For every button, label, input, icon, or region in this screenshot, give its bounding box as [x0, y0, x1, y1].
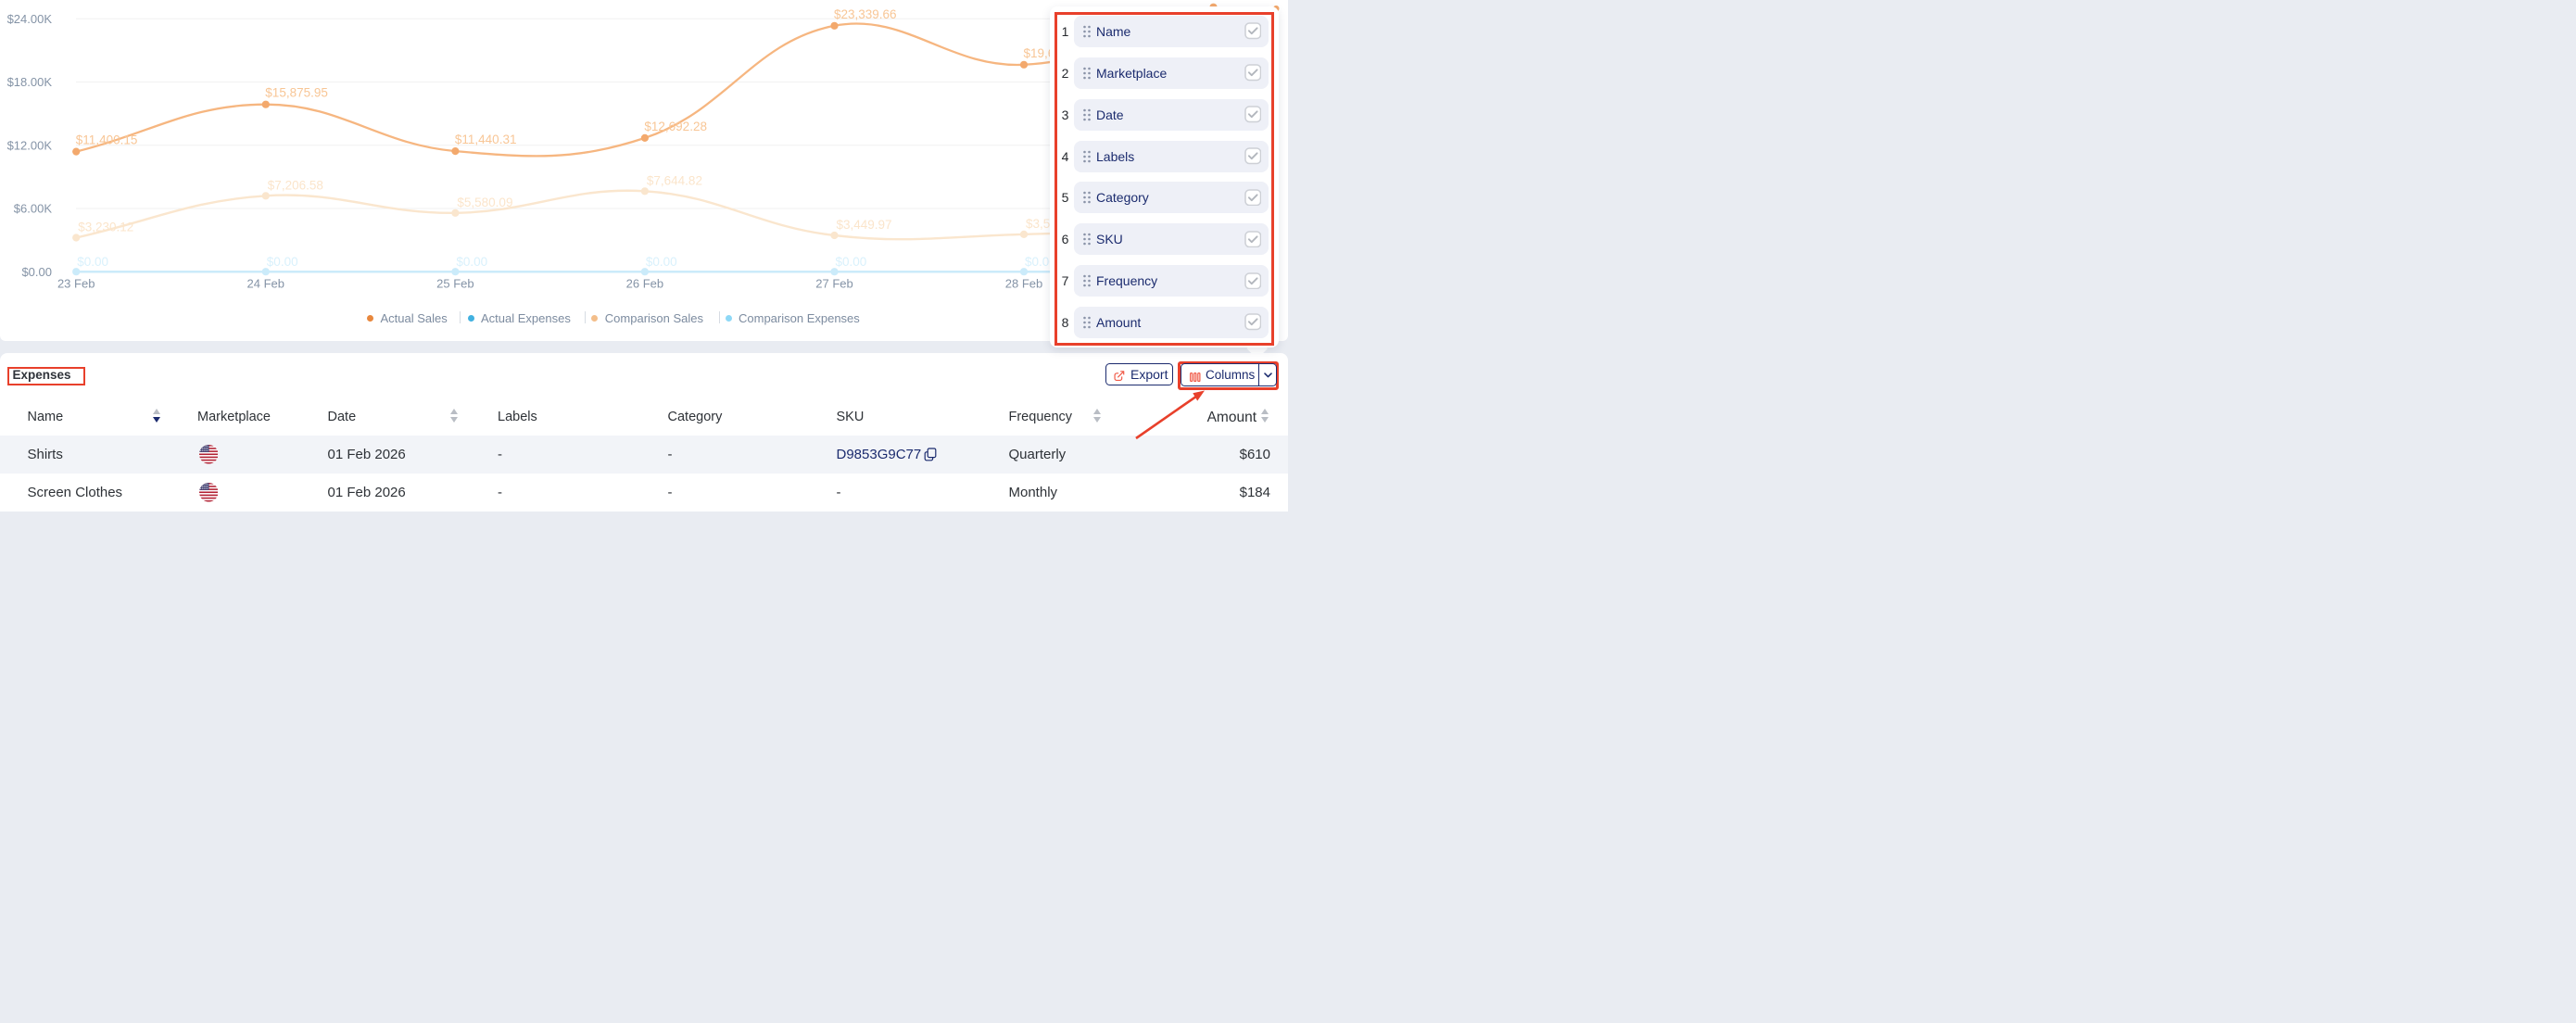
- svg-text:$0.00: $0.00: [21, 265, 52, 279]
- svg-text:$0.00: $0.00: [77, 255, 108, 269]
- svg-text:$6.00K: $6.00K: [14, 202, 53, 216]
- svg-text:$11,440.31: $11,440.31: [455, 133, 517, 146]
- svg-text:$18.00K: $18.00K: [7, 75, 53, 89]
- svg-text:$0.00: $0.00: [456, 255, 487, 269]
- svg-text:27 Feb: 27 Feb: [815, 277, 852, 291]
- svg-text:$15,875.95: $15,875.95: [265, 86, 328, 100]
- svg-text:28 Feb: 28 Feb: [1005, 277, 1042, 291]
- svg-text:$7,206.58: $7,206.58: [268, 178, 323, 192]
- svg-text:$0.00: $0.00: [836, 255, 867, 269]
- svg-text:24 Feb: 24 Feb: [247, 277, 284, 291]
- svg-text:$23,339.66: $23,339.66: [834, 7, 897, 21]
- svg-text:$0.00: $0.00: [646, 255, 677, 269]
- svg-text:$11,400.15: $11,400.15: [76, 133, 138, 147]
- svg-text:$3,449.97: $3,449.97: [837, 218, 892, 232]
- svg-text:25 Feb: 25 Feb: [436, 277, 474, 291]
- svg-text:$12.00K: $12.00K: [7, 138, 53, 152]
- svg-text:$12,692.28: $12,692.28: [644, 120, 707, 133]
- svg-text:$0.00: $0.00: [267, 255, 298, 269]
- svg-text:26 Feb: 26 Feb: [626, 277, 663, 291]
- svg-text:$5,580.09: $5,580.09: [457, 196, 512, 209]
- svg-text:$7,644.82: $7,644.82: [647, 173, 702, 187]
- svg-text:23 Feb: 23 Feb: [57, 277, 95, 291]
- svg-text:$0.00: $0.00: [1025, 255, 1056, 269]
- svg-text:$24.00K: $24.00K: [7, 12, 53, 26]
- svg-text:$3,230.12: $3,230.12: [78, 221, 133, 234]
